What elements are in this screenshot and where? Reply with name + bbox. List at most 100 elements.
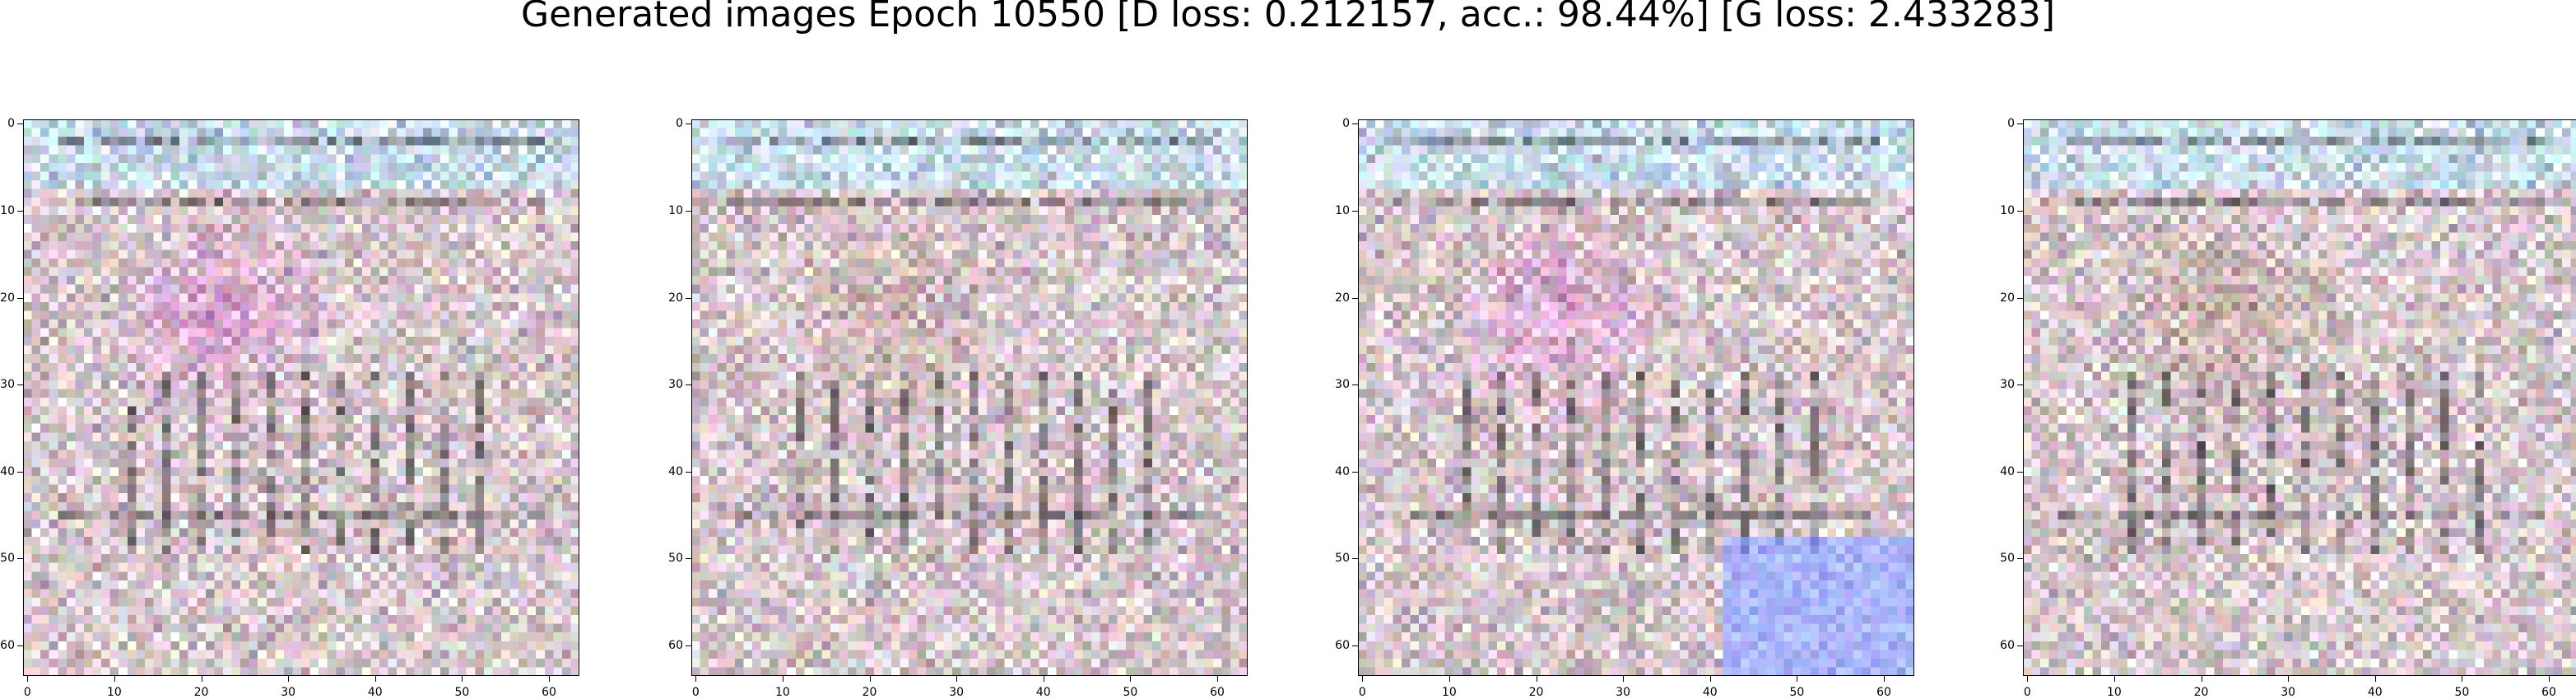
- y-tick-label: 30: [0, 378, 15, 392]
- x-tick-label: 0: [2023, 686, 2031, 699]
- y-tick-label: 30: [668, 378, 683, 392]
- y-tick-label: 50: [668, 552, 683, 566]
- y-tick-mark: [686, 645, 691, 647]
- y-tick-label: 0: [7, 117, 15, 131]
- figure-title: Generated images Epoch 10550 [D loss: 0.…: [520, 0, 2056, 35]
- y-tick-label: 60: [0, 639, 15, 653]
- x-tick-label: 10: [1441, 686, 1457, 699]
- y-tick-label: 50: [0, 552, 15, 566]
- image-plot-area: 0 0 10 10 20 20 30 30 40 40 50 50 60 60: [668, 117, 1248, 699]
- x-tick-label: 60: [1876, 686, 1891, 699]
- x-tick-mark: [114, 676, 115, 682]
- y-tick-mark: [686, 210, 691, 212]
- y-tick-label: 20: [0, 291, 15, 305]
- y-tick-mark: [1352, 558, 1358, 560]
- x-tick-label: 30: [949, 686, 965, 699]
- y-tick-mark: [2017, 384, 2023, 386]
- y-tick-mark: [1352, 123, 1358, 125]
- y-tick-label: 60: [1335, 639, 1350, 653]
- x-tick-label: 40: [1702, 686, 1718, 699]
- x-tick-label: 20: [2193, 686, 2209, 699]
- y-tick-label: 40: [2000, 464, 2015, 478]
- x-tick-mark: [549, 676, 551, 682]
- x-tick-mark: [1709, 676, 1711, 682]
- x-tick-label: 60: [1210, 686, 1225, 699]
- y-tick-label: 40: [668, 464, 683, 478]
- x-tick-mark: [869, 676, 871, 682]
- y-tick-label: 30: [2000, 378, 2015, 392]
- y-tick-label: 40: [0, 464, 15, 478]
- y-tick-label: 20: [668, 291, 683, 305]
- y-tick-label: 10: [668, 203, 683, 217]
- y-tick-mark: [1352, 384, 1358, 386]
- y-tick-mark: [17, 645, 23, 647]
- y-tick-mark: [2017, 123, 2023, 125]
- x-tick-label: 20: [193, 686, 209, 699]
- y-tick-label: 50: [2000, 552, 2015, 566]
- generated-sample-1: 0 0 10 10 20 20 30 30 40 40 50 50 60 60: [0, 117, 681, 699]
- x-tick-mark: [2288, 676, 2290, 682]
- generated-image: [2023, 119, 2576, 676]
- x-tick-label: 0: [23, 686, 31, 699]
- y-tick-mark: [686, 297, 691, 299]
- x-tick-label: 40: [2367, 686, 2383, 699]
- x-tick-mark: [1623, 676, 1625, 682]
- y-tick-mark: [17, 384, 23, 386]
- x-tick-mark: [2374, 676, 2376, 682]
- x-tick-label: 20: [862, 686, 877, 699]
- x-tick-label: 20: [1528, 686, 1544, 699]
- y-tick-mark: [686, 123, 691, 125]
- y-tick-label: 10: [1335, 203, 1350, 217]
- y-tick-mark: [17, 297, 23, 299]
- y-tick-label: 0: [676, 117, 683, 131]
- y-tick-label: 20: [2000, 291, 2015, 305]
- image-plot-area: 0 0 10 10 20 20 30 30 40 40 50 50 60 60: [2000, 117, 2576, 699]
- x-tick-label: 30: [281, 686, 296, 699]
- x-tick-mark: [2113, 676, 2115, 682]
- y-tick-mark: [2017, 558, 2023, 560]
- y-tick-label: 20: [1335, 291, 1350, 305]
- x-tick-label: 10: [2106, 686, 2122, 699]
- y-tick-mark: [17, 471, 23, 473]
- x-tick-label: 30: [2281, 686, 2296, 699]
- generated-sample-2: 0 0 10 10 20 20 30 30 40 40 50 50 60 60: [668, 117, 1350, 699]
- x-tick-mark: [1130, 676, 1132, 682]
- x-tick-label: 50: [1123, 686, 1138, 699]
- y-tick-label: 40: [1335, 464, 1350, 478]
- generated-image: [1358, 119, 1914, 676]
- y-tick-label: 0: [1342, 117, 1350, 131]
- x-tick-mark: [1217, 676, 1219, 682]
- y-tick-mark: [686, 558, 691, 560]
- generated-sample-3: 0 0 10 10 20 20 30 30 40 40 50 50 60 60: [1335, 117, 2016, 699]
- generated-sample-4: 0 0 10 10 20 20 30 30 40 40 50 50 60 60: [2000, 117, 2576, 699]
- y-tick-mark: [686, 384, 691, 386]
- y-tick-mark: [2017, 645, 2023, 647]
- y-tick-label: 50: [1335, 552, 1350, 566]
- x-tick-label: 0: [1358, 686, 1366, 699]
- x-tick-mark: [1448, 676, 1450, 682]
- image-plot-area: 0 0 10 10 20 20 30 30 40 40 50 50 60 60: [0, 117, 579, 699]
- x-tick-label: 0: [691, 686, 700, 699]
- y-tick-mark: [17, 210, 23, 212]
- x-tick-label: 40: [367, 686, 383, 699]
- x-tick-label: 50: [1789, 686, 1805, 699]
- x-tick-mark: [2549, 676, 2550, 682]
- x-tick-label: 10: [106, 686, 122, 699]
- y-tick-mark: [1352, 471, 1358, 473]
- y-tick-mark: [2017, 297, 2023, 299]
- x-tick-label: 50: [454, 686, 470, 699]
- y-tick-label: 60: [668, 639, 683, 653]
- y-tick-mark: [17, 123, 23, 125]
- y-tick-label: 10: [0, 203, 15, 217]
- y-tick-label: 60: [2000, 639, 2015, 653]
- y-tick-label: 10: [2000, 203, 2015, 217]
- y-tick-label: 30: [1335, 378, 1350, 392]
- y-tick-mark: [17, 558, 23, 560]
- x-tick-label: 40: [1035, 686, 1051, 699]
- y-tick-label: 0: [2007, 117, 2015, 131]
- y-tick-mark: [2017, 210, 2023, 212]
- x-tick-mark: [1884, 676, 1886, 682]
- y-tick-mark: [686, 471, 691, 473]
- generated-image: [691, 119, 1248, 676]
- x-tick-mark: [27, 676, 29, 682]
